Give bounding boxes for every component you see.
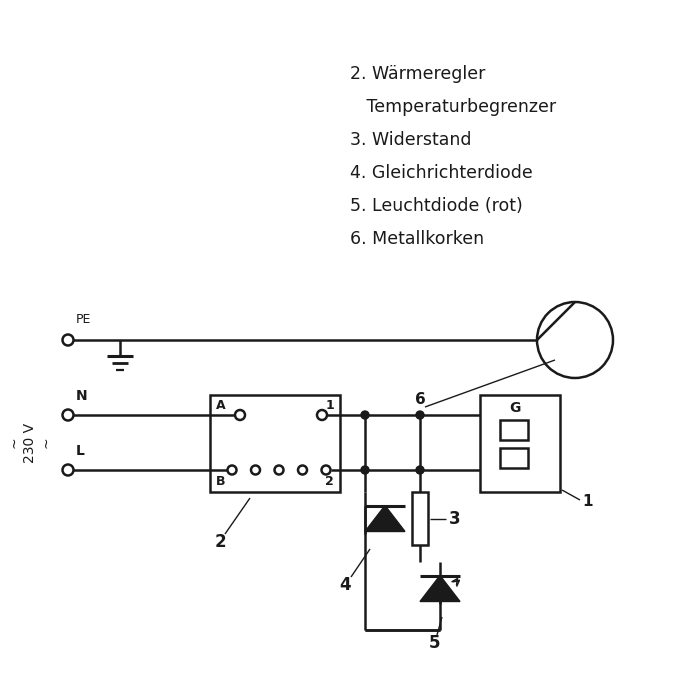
Circle shape [298, 466, 307, 475]
Bar [480, 395, 560, 492]
Circle shape [251, 466, 260, 475]
Text: 1: 1 [582, 494, 594, 510]
Bar [412, 492, 428, 545]
Bar [210, 395, 340, 492]
Text: 2: 2 [214, 533, 226, 551]
Text: G: G [510, 401, 521, 415]
Circle shape [62, 465, 74, 475]
Circle shape [62, 410, 74, 421]
Text: N: N [76, 389, 88, 403]
Circle shape [361, 466, 369, 474]
Text: PE: PE [76, 313, 92, 326]
Text: 2. Wärmeregler: 2. Wärmeregler [350, 65, 485, 83]
Text: Temperaturbegrenzer: Temperaturbegrenzer [350, 98, 556, 116]
Circle shape [361, 411, 369, 419]
Text: B: B [216, 475, 225, 488]
Circle shape [416, 466, 424, 474]
Polygon shape [365, 505, 405, 531]
Text: 6. Metallkorken: 6. Metallkorken [350, 230, 484, 248]
Text: 1: 1 [326, 399, 334, 412]
Text: 5. Leuchtdiode (rot): 5. Leuchtdiode (rot) [350, 197, 523, 215]
Text: L: L [76, 444, 85, 458]
Text: 4: 4 [340, 576, 351, 594]
Text: 3: 3 [449, 510, 461, 528]
Text: 5: 5 [429, 634, 441, 652]
Text: A: A [216, 399, 225, 412]
Bar [500, 447, 528, 468]
Circle shape [317, 410, 327, 420]
Circle shape [321, 466, 330, 475]
Polygon shape [420, 575, 460, 601]
Circle shape [235, 410, 245, 420]
Text: ~
230 V
~: ~ 230 V ~ [7, 422, 53, 463]
Circle shape [274, 466, 284, 475]
Text: 2: 2 [326, 475, 334, 488]
Text: 6: 6 [414, 393, 426, 407]
Circle shape [416, 411, 424, 419]
Circle shape [62, 335, 74, 346]
Circle shape [228, 466, 237, 475]
Bar [500, 419, 528, 440]
Text: 3. Widerstand: 3. Widerstand [350, 131, 472, 149]
Text: 4. Gleichrichterdiode: 4. Gleichrichterdiode [350, 164, 533, 182]
